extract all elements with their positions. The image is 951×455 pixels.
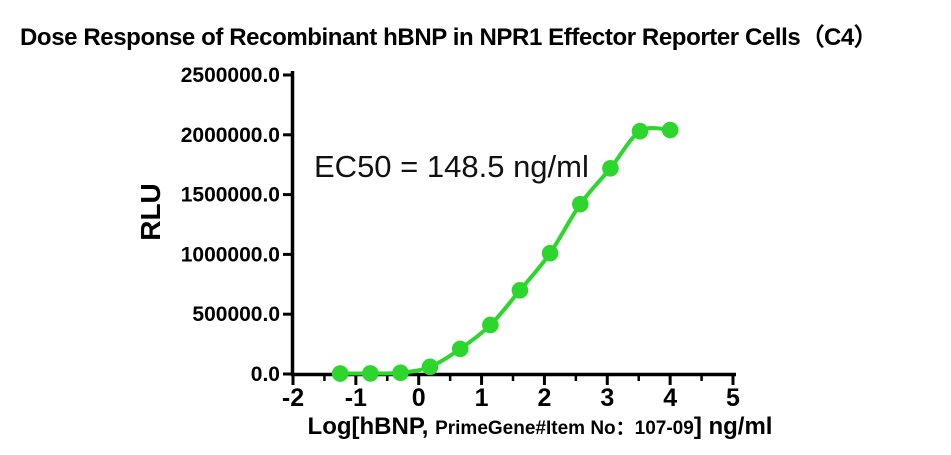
data-point [541,244,559,262]
data-point [392,364,409,382]
chart-title: Dose Response of Recombinant hBNP in NPR… [20,24,878,51]
x-axis-label-part-3: ] ng/ml [693,413,773,440]
y-tick-label: 1500000.0 [181,184,280,207]
x-tick-label: 1 [475,384,489,412]
x-tick-label: -1 [345,384,367,412]
data-point [362,365,379,382]
y-tick-label: 1000000.0 [181,243,280,266]
y-axis-label: RLU [135,183,166,241]
x-tick-label: 2 [537,384,551,412]
x-tick-label: 5 [726,384,740,412]
x-tick-label: 3 [600,384,614,412]
data-point [571,195,589,213]
x-tick-label: 0 [412,384,426,412]
y-tick-label: 0.0 [251,363,280,386]
x-axis-label: Log[hBNP, PrimeGene#Item No：107-09] ng/m… [308,413,773,441]
ec50-annotation: EC50 = 148.5 ng/ml [314,149,589,184]
data-point [511,281,529,299]
data-point [421,358,439,376]
x-tick-label: -2 [282,384,304,412]
data-point [331,365,349,382]
data-point [482,316,499,334]
y-tick-label: 2000000.0 [181,124,280,147]
data-point [631,122,649,140]
data-point [602,159,619,177]
x-axis-label-part-2: PrimeGene#Item No：107-09 [435,418,694,439]
data-point [661,121,679,139]
x-axis-label-part-1: Log[hBNP, [307,413,436,440]
data-point [451,340,469,358]
y-tick-label: 500000.0 [192,303,280,326]
y-tick-label: 2500000.0 [181,64,280,87]
x-tick-label: 4 [663,384,677,412]
